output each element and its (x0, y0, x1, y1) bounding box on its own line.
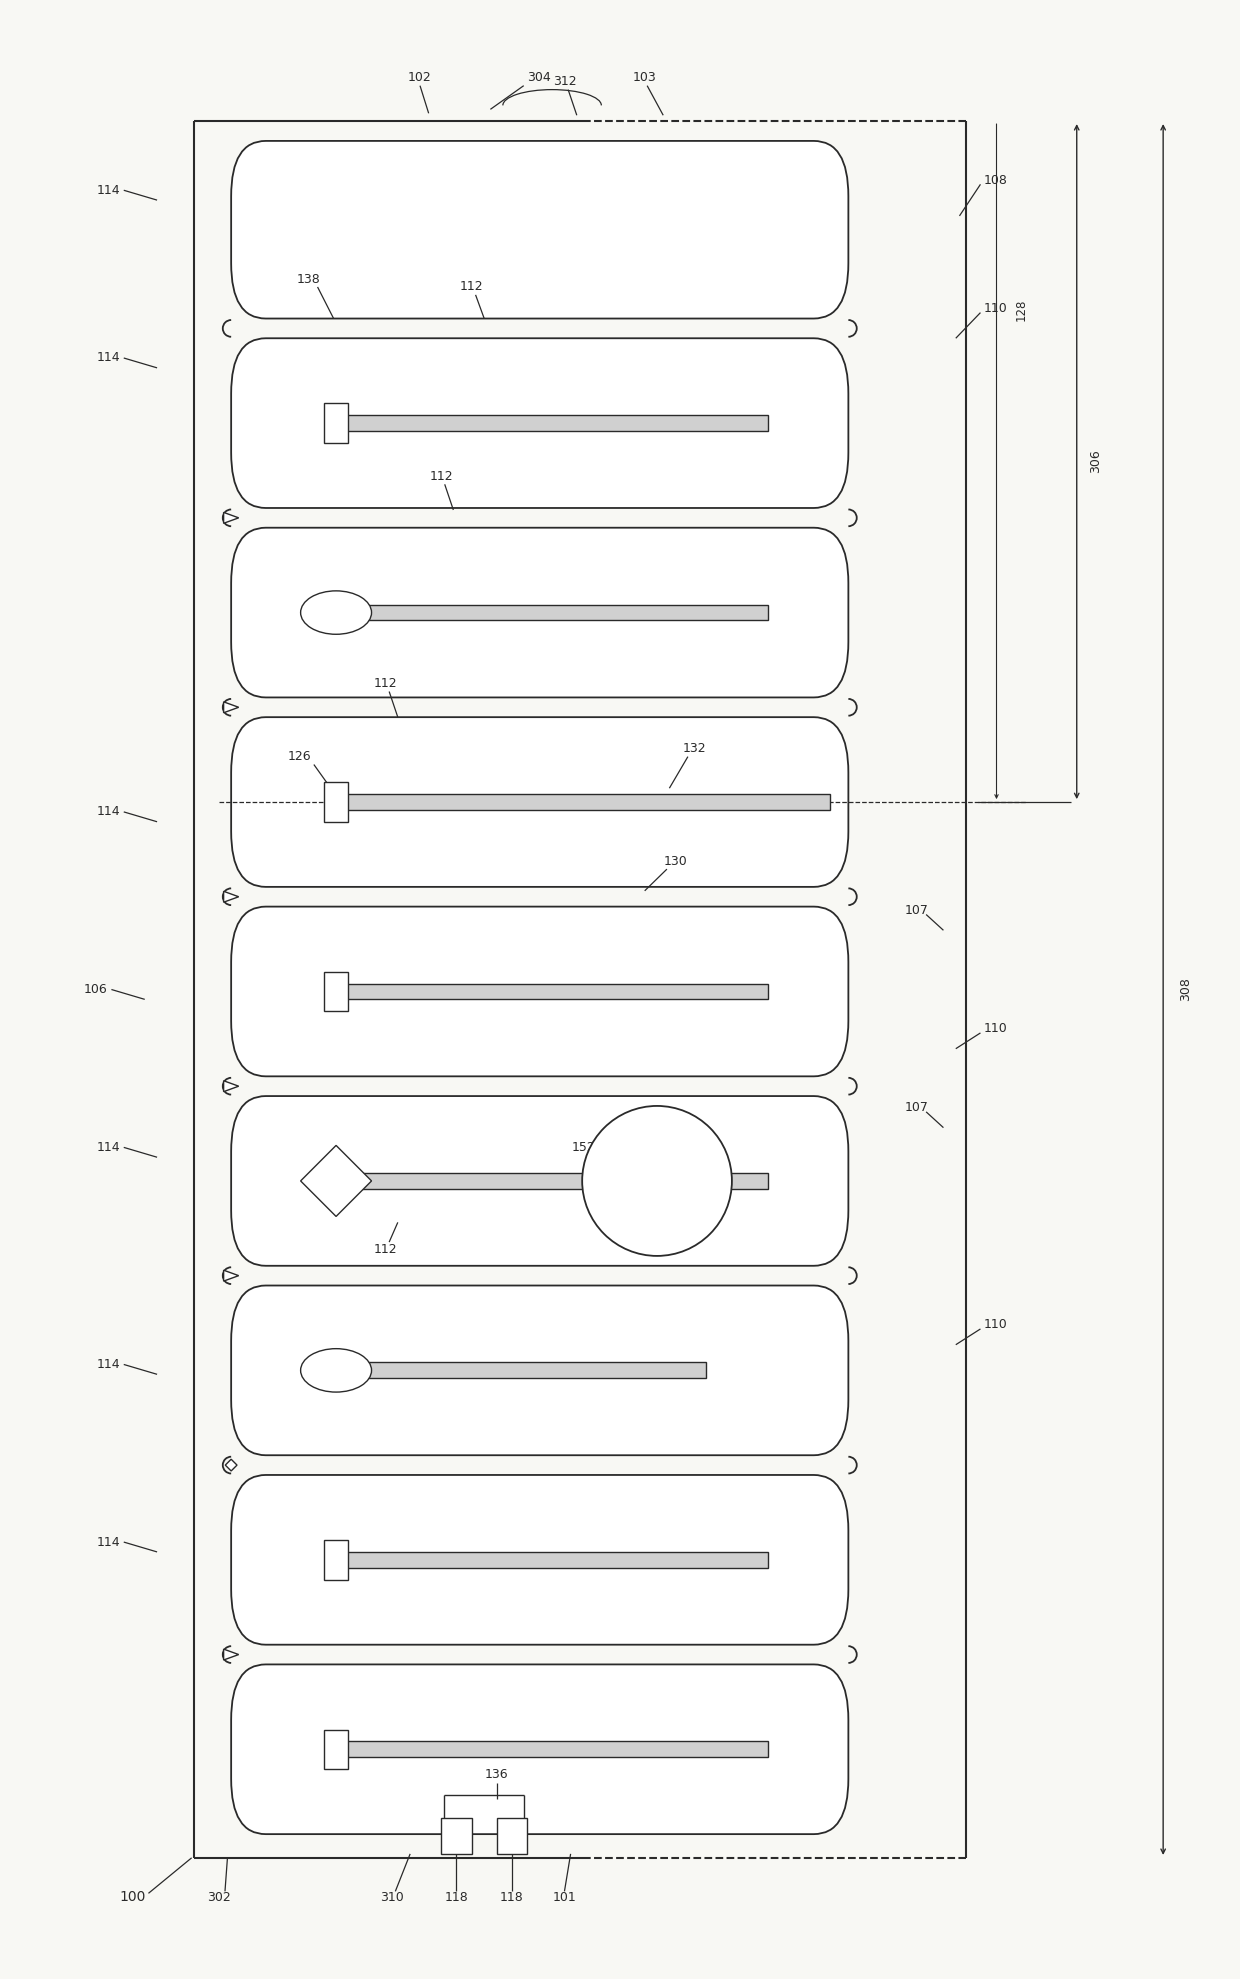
Ellipse shape (300, 592, 372, 635)
Bar (336, 606, 768, 621)
Text: 107: 107 (905, 1102, 929, 1114)
Text: 110: 110 (985, 1318, 1008, 1332)
Bar (336, 1742, 768, 1757)
Bar (324, 404, 348, 443)
Polygon shape (226, 1459, 237, 1470)
Text: 152: 152 (572, 1140, 595, 1154)
Text: 112: 112 (460, 281, 484, 293)
Text: 106: 106 (84, 984, 108, 995)
Text: 114: 114 (97, 1358, 120, 1371)
Text: 114: 114 (97, 805, 120, 819)
Polygon shape (223, 703, 238, 712)
Text: 114: 114 (97, 352, 120, 364)
FancyBboxPatch shape (231, 1474, 848, 1645)
FancyBboxPatch shape (231, 716, 848, 887)
Text: 312: 312 (553, 75, 577, 89)
Polygon shape (223, 1271, 238, 1280)
Text: 114: 114 (97, 1140, 120, 1154)
Polygon shape (300, 1146, 372, 1217)
Bar (496, 1819, 527, 1854)
Text: 110: 110 (985, 1023, 1008, 1035)
FancyBboxPatch shape (231, 528, 848, 697)
FancyBboxPatch shape (231, 906, 848, 1077)
Text: 136: 136 (485, 1769, 508, 1781)
Text: 102: 102 (408, 71, 432, 85)
Text: 138: 138 (298, 273, 321, 285)
Text: 310: 310 (379, 1890, 403, 1904)
FancyBboxPatch shape (231, 1286, 848, 1455)
Text: 308: 308 (1179, 978, 1192, 1001)
Text: 108: 108 (985, 174, 1008, 186)
Text: 112: 112 (373, 1243, 397, 1257)
Text: 118: 118 (500, 1890, 523, 1904)
Text: 132: 132 (682, 742, 706, 756)
FancyBboxPatch shape (231, 338, 848, 509)
Text: 126: 126 (288, 750, 311, 764)
Text: 302: 302 (207, 1890, 231, 1904)
Text: 128: 128 (1014, 299, 1028, 321)
FancyBboxPatch shape (231, 1664, 848, 1835)
Text: 112: 112 (429, 469, 453, 483)
Bar (336, 416, 768, 431)
Text: 107: 107 (905, 904, 929, 916)
Text: 304: 304 (527, 71, 551, 85)
Polygon shape (223, 891, 238, 902)
Polygon shape (223, 513, 238, 522)
Bar (324, 782, 348, 821)
Bar (441, 1819, 472, 1854)
Text: 100: 100 (119, 1890, 145, 1904)
Polygon shape (223, 1081, 238, 1092)
Text: 114: 114 (97, 184, 120, 196)
Bar (324, 1730, 348, 1769)
Polygon shape (223, 1649, 238, 1660)
Bar (336, 794, 830, 809)
Text: 112: 112 (373, 677, 397, 691)
Ellipse shape (582, 1106, 732, 1257)
Text: 130: 130 (663, 855, 687, 867)
Bar (336, 1362, 707, 1377)
Bar (336, 984, 768, 999)
FancyBboxPatch shape (231, 141, 848, 319)
Text: 306: 306 (1089, 449, 1102, 473)
Text: 103: 103 (632, 71, 656, 85)
Bar (336, 1174, 768, 1189)
FancyBboxPatch shape (231, 1096, 848, 1267)
Text: 101: 101 (553, 1890, 577, 1904)
Bar (336, 1552, 768, 1567)
Bar (324, 1540, 348, 1579)
Text: 118: 118 (445, 1890, 469, 1904)
Bar (324, 972, 348, 1011)
Text: 114: 114 (97, 1536, 120, 1548)
Text: 110: 110 (985, 303, 1008, 315)
Ellipse shape (300, 1348, 372, 1391)
